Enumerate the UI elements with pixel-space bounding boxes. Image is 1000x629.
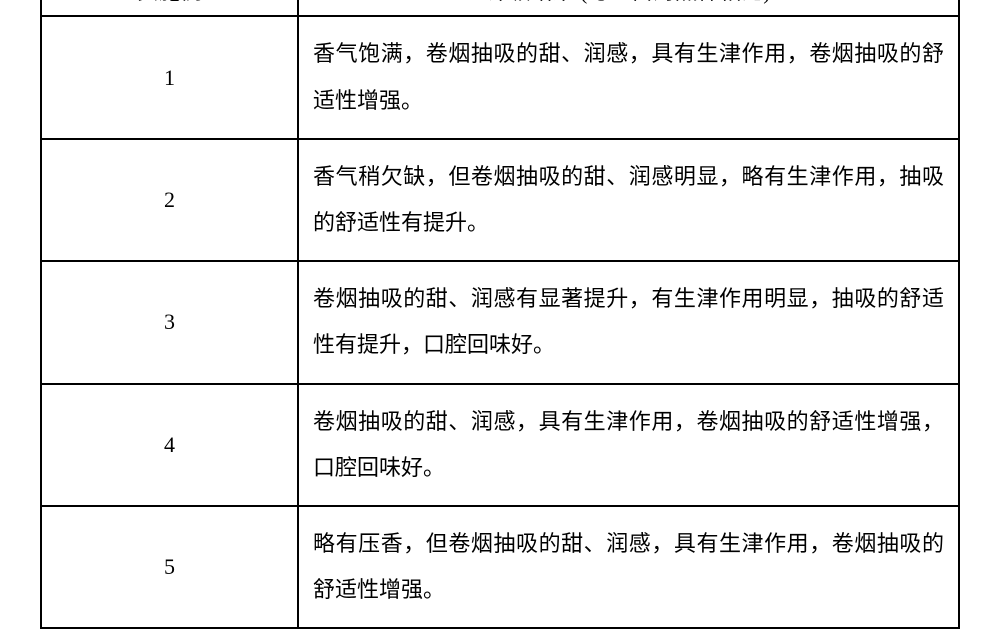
table-header-row: 实施例 评吸结果 (与空白对照样相比) [41,0,959,16]
cell-result: 略有压香，但卷烟抽吸的甜、润感，具有生津作用，卷烟抽吸的舒适性增强。 [298,506,959,628]
evaluation-table: 实施例 评吸结果 (与空白对照样相比) 1 香气饱满，卷烟抽吸的甜、润感，具有生… [40,0,960,629]
table-row: 2 香气稍欠缺，但卷烟抽吸的甜、润感明显，略有生津作用，抽吸的舒适性有提升。 [41,139,959,261]
table-row: 3 卷烟抽吸的甜、润感有显著提升，有生津作用明显，抽吸的舒适性有提升，口腔回味好… [41,261,959,383]
table-row: 5 略有压香，但卷烟抽吸的甜、润感，具有生津作用，卷烟抽吸的舒适性增强。 [41,506,959,628]
col-header-result: 评吸结果 (与空白对照样相比) [298,0,959,16]
col-header-example: 实施例 [41,0,298,16]
cell-id: 5 [41,506,298,628]
cell-id: 2 [41,139,298,261]
cell-id: 3 [41,261,298,383]
cell-result: 卷烟抽吸的甜、润感，具有生津作用，卷烟抽吸的舒适性增强，口腔回味好。 [298,384,959,506]
cell-id: 4 [41,384,298,506]
cell-result: 香气稍欠缺，但卷烟抽吸的甜、润感明显，略有生津作用，抽吸的舒适性有提升。 [298,139,959,261]
table-container: 实施例 评吸结果 (与空白对照样相比) 1 香气饱满，卷烟抽吸的甜、润感，具有生… [40,0,960,629]
table-row: 4 卷烟抽吸的甜、润感，具有生津作用，卷烟抽吸的舒适性增强，口腔回味好。 [41,384,959,506]
cell-result: 香气饱满，卷烟抽吸的甜、润感，具有生津作用，卷烟抽吸的舒适性增强。 [298,16,959,138]
table-row: 1 香气饱满，卷烟抽吸的甜、润感，具有生津作用，卷烟抽吸的舒适性增强。 [41,16,959,138]
cell-id: 1 [41,16,298,138]
cell-result: 卷烟抽吸的甜、润感有显著提升，有生津作用明显，抽吸的舒适性有提升，口腔回味好。 [298,261,959,383]
